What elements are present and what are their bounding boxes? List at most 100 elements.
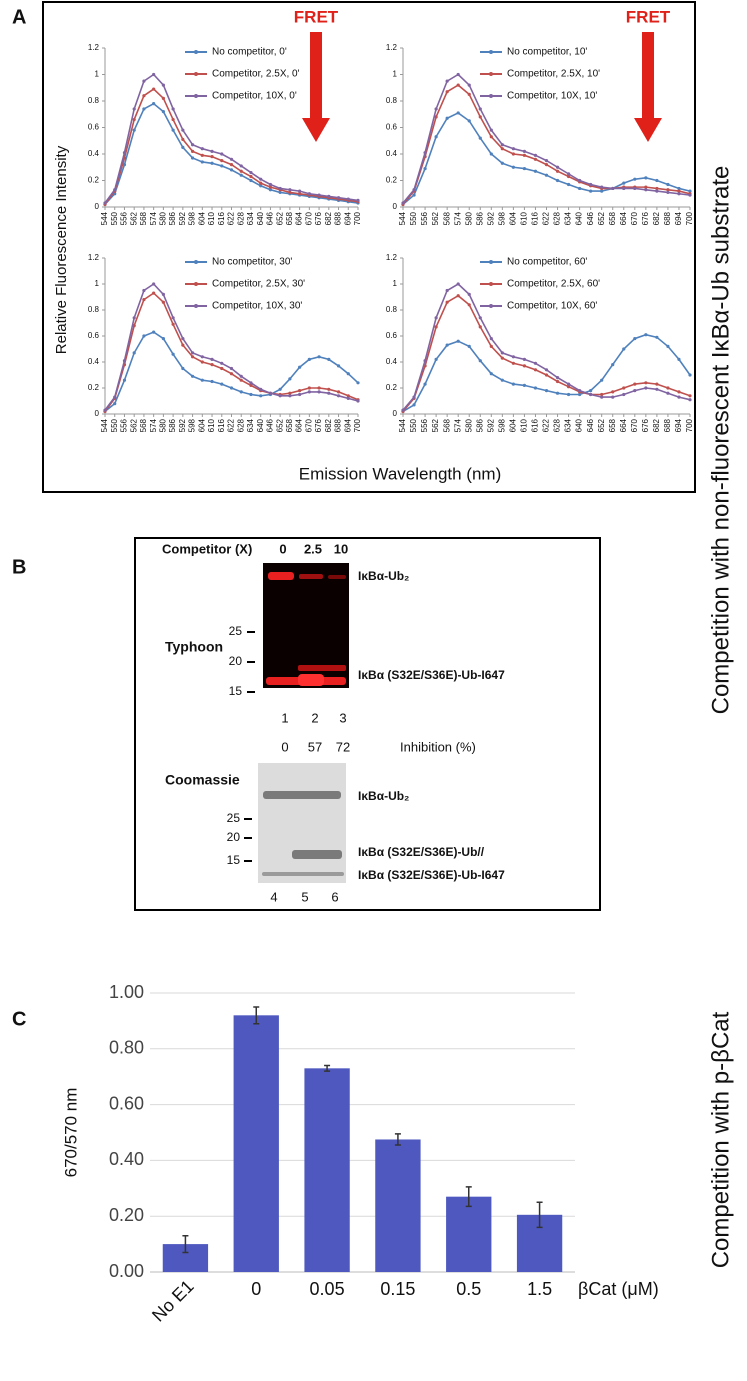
point	[307, 390, 311, 394]
point	[522, 364, 527, 368]
x-tick-label: 568	[442, 211, 451, 225]
point	[478, 115, 482, 119]
inhibition-value: 0	[281, 739, 288, 754]
x-tick-label: 616	[217, 211, 226, 225]
y-tick-label: 0.8	[386, 96, 398, 105]
point	[478, 107, 482, 111]
point	[229, 372, 234, 376]
legend-marker	[194, 304, 198, 308]
error-bar	[324, 1064, 331, 1072]
point	[423, 166, 427, 171]
point	[666, 190, 670, 195]
point	[500, 143, 504, 147]
x-tick-label: 646	[586, 211, 595, 225]
annotation: FRET	[294, 7, 339, 26]
point	[445, 343, 449, 347]
point	[229, 168, 234, 172]
point	[566, 392, 571, 397]
point	[544, 173, 549, 177]
x-tick-label: 0	[251, 1279, 261, 1299]
point	[210, 161, 214, 165]
point	[578, 392, 582, 397]
legend-label: Competitor, 2.5X, 60'	[507, 279, 600, 290]
point	[467, 292, 471, 296]
x-tick-label: 634	[564, 418, 573, 432]
point	[161, 83, 165, 87]
point	[544, 163, 549, 167]
point	[132, 316, 136, 320]
point	[533, 153, 538, 157]
x-tick-label: 562	[431, 418, 440, 432]
point	[152, 72, 156, 77]
y-tick-label: 0	[393, 409, 398, 418]
point	[239, 169, 243, 173]
point	[171, 107, 175, 111]
point	[132, 128, 136, 132]
point	[268, 188, 273, 192]
point	[644, 188, 648, 192]
x-tick-label: 610	[207, 418, 216, 432]
point	[259, 184, 263, 188]
legend-marker	[194, 260, 198, 264]
point	[434, 325, 438, 329]
point	[229, 157, 234, 161]
legend-label: Competitor, 10X, 60'	[507, 301, 597, 312]
y-tick-label: 0.6	[88, 331, 100, 340]
x-axis-label: βCat (μM)	[578, 1279, 659, 1299]
point	[103, 201, 107, 205]
point	[677, 192, 681, 196]
x-tick-label: 556	[120, 211, 129, 225]
x-tick-label: 634	[246, 211, 255, 225]
x-tick-label: 604	[197, 418, 206, 432]
x-tick-label: 670	[630, 418, 639, 432]
point	[401, 408, 405, 412]
point	[633, 186, 637, 191]
x-tick-label: 604	[197, 211, 206, 225]
y-tick-label: 0.4	[386, 357, 398, 366]
point	[307, 357, 311, 361]
point	[522, 383, 527, 387]
x-tick-label: 628	[553, 418, 562, 432]
x-tick-label: 1.5	[527, 1279, 552, 1299]
point	[317, 193, 321, 197]
point	[220, 366, 224, 371]
point	[533, 157, 538, 161]
x-tick-label: 628	[553, 211, 562, 225]
point	[489, 372, 493, 376]
point	[336, 196, 341, 200]
point	[622, 347, 626, 351]
point	[122, 359, 127, 363]
side-label: Competition with p-βCat	[707, 1011, 734, 1268]
point	[161, 300, 165, 304]
y-tick-label: 0.2	[88, 383, 100, 392]
x-tick-label: 640	[256, 418, 265, 432]
band-label: IκBα (S32E/S36E)-Ub-I647	[358, 868, 505, 882]
point	[161, 96, 165, 100]
point	[511, 355, 515, 359]
point	[500, 161, 504, 165]
x-tick-label: 610	[207, 211, 216, 225]
point	[611, 390, 615, 394]
x-tick-label: 688	[663, 211, 672, 225]
bar	[233, 1015, 279, 1272]
x-tick-label: 676	[314, 211, 323, 225]
point	[555, 178, 560, 183]
point	[533, 368, 538, 372]
x-tick-label: 574	[149, 211, 158, 225]
x-tick-label: 544	[398, 418, 407, 432]
point	[200, 378, 204, 382]
x-tick-label: 670	[304, 418, 313, 432]
point	[445, 300, 449, 304]
point	[346, 396, 350, 400]
gel-band	[298, 674, 324, 686]
x-tick-label: 568	[139, 211, 148, 225]
point	[190, 149, 195, 153]
point	[500, 351, 504, 355]
point	[278, 186, 282, 191]
point	[688, 398, 692, 402]
x-tick-label: 598	[497, 211, 506, 225]
x-tick-label: 556	[420, 211, 429, 225]
x-tick-label: 592	[486, 418, 495, 432]
y-tick-label: 0.20	[109, 1205, 144, 1225]
point	[544, 373, 549, 377]
